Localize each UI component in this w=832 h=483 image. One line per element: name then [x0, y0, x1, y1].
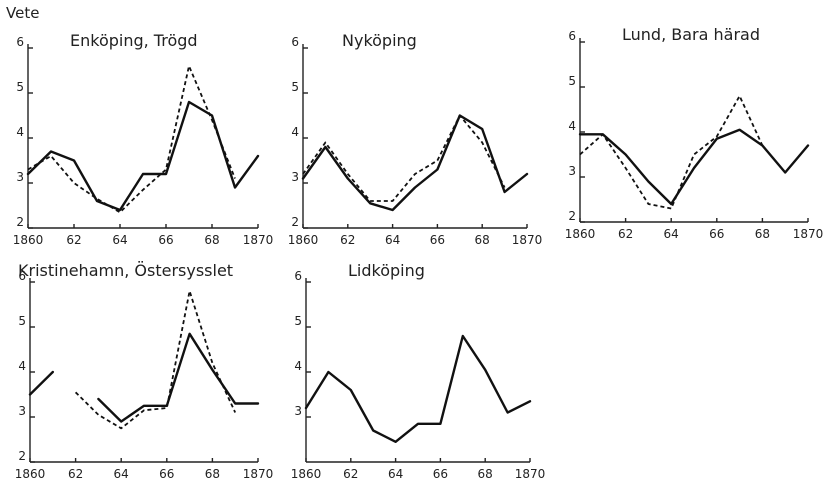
panel-enkoping: Enköping, Trögd 1860 62 64 66 68 1870 2 3 4 5 6	[13, 31, 274, 247]
panel-title: Nyköping	[342, 31, 417, 50]
x-tick-label: 64	[385, 233, 400, 247]
y-tick-label: 2	[568, 209, 576, 223]
x-tick-label: 62	[340, 233, 355, 247]
y-tick-label: 2	[291, 215, 299, 229]
y-tick-label: 5	[18, 314, 26, 328]
x-tick-label: 64	[112, 233, 127, 247]
x-tick-label: 68	[204, 233, 219, 247]
x-tick-label: 66	[430, 233, 445, 247]
series-line-solid	[28, 370, 54, 396]
y-tick-label: 3	[291, 170, 299, 184]
x-tick-label: 68	[205, 467, 220, 481]
x-tick-label: 68	[478, 467, 493, 481]
x-tick-label: 64	[114, 467, 129, 481]
x-tick-label: 1860	[288, 233, 319, 247]
y-tick-label: 6	[568, 29, 576, 43]
x-tick-label: 1870	[243, 467, 274, 481]
y-tick-label: 2	[16, 215, 24, 229]
y-tick-label: 2	[18, 449, 26, 463]
x-tick-label: 62	[66, 233, 81, 247]
y-tick-label: 5	[294, 314, 302, 328]
x-tick-label: 66	[433, 467, 448, 481]
x-tick-label: 66	[158, 233, 173, 247]
x-tick-label: 66	[709, 227, 724, 241]
y-tick-label: 4	[294, 359, 302, 373]
y-tick-label: 6	[18, 269, 26, 283]
x-tick-label: 62	[68, 467, 83, 481]
y-tick-label: 4	[16, 125, 24, 139]
panel-lidkoping: Lidköping 1860 62 64 66 68 1870 3 4 5 6	[291, 261, 546, 481]
y-tick-label: 5	[568, 74, 576, 88]
page-label: Vete	[6, 4, 39, 22]
y-tick-label: 5	[16, 80, 24, 94]
panel-kristinehamn: Kristinehamn, Östersysslet 1860 62 64 66 68 1…	[15, 261, 274, 481]
x-tick-label: 1870	[515, 467, 546, 481]
y-tick-label: 3	[294, 404, 302, 418]
series-line-dashed	[579, 95, 764, 210]
x-tick-label: 68	[475, 233, 490, 247]
x-tick-label: 1870	[243, 233, 274, 247]
x-tick-label: 66	[159, 467, 174, 481]
x-tick-label: 1870	[512, 233, 543, 247]
x-tick-label: 62	[343, 467, 358, 481]
panel-lund: Lund, Bara härad 1860 62 64 66 68 1870 2 3 4 5 6	[565, 25, 824, 241]
y-tick-label: 4	[568, 119, 576, 133]
y-tick-label: 3	[16, 170, 24, 184]
panel-title: Lund, Bara härad	[622, 25, 760, 44]
series-line-solid	[578, 128, 810, 206]
y-tick-label: 6	[294, 269, 302, 283]
x-tick-label: 1860	[291, 467, 322, 481]
x-tick-label: 62	[618, 227, 633, 241]
y-tick-label: 4	[18, 359, 26, 373]
series-line-solid	[301, 114, 529, 212]
x-tick-label: 1860	[565, 227, 596, 241]
series-line-dashed	[74, 290, 237, 430]
x-tick-label: 64	[388, 467, 403, 481]
series-line-solid	[304, 334, 532, 443]
panel-title: Enköping, Trögd	[70, 31, 198, 50]
series-line-dashed	[27, 65, 236, 214]
x-tick-label: 68	[755, 227, 770, 241]
x-tick-label: 1860	[13, 233, 44, 247]
x-tick-label: 64	[664, 227, 679, 241]
x-tick-label: 1860	[15, 467, 46, 481]
series-line-solid	[26, 100, 260, 212]
y-tick-label: 5	[291, 80, 299, 94]
y-tick-label: 4	[291, 125, 299, 139]
x-tick-label: 1870	[793, 227, 824, 241]
y-tick-label: 6	[291, 35, 299, 49]
panel-title: Kristinehamn, Östersysslet	[18, 261, 233, 280]
panel-title: Lidköping	[348, 261, 425, 280]
series-line-dashed	[302, 114, 506, 202]
series-line-solid	[97, 332, 260, 423]
y-tick-label: 6	[16, 35, 24, 49]
y-tick-label: 3	[568, 164, 576, 178]
y-tick-label: 3	[18, 404, 26, 418]
panel-nykoping: Nyköping 1860 62 64 66 68 1870 2 3 4 5 6	[288, 31, 543, 247]
